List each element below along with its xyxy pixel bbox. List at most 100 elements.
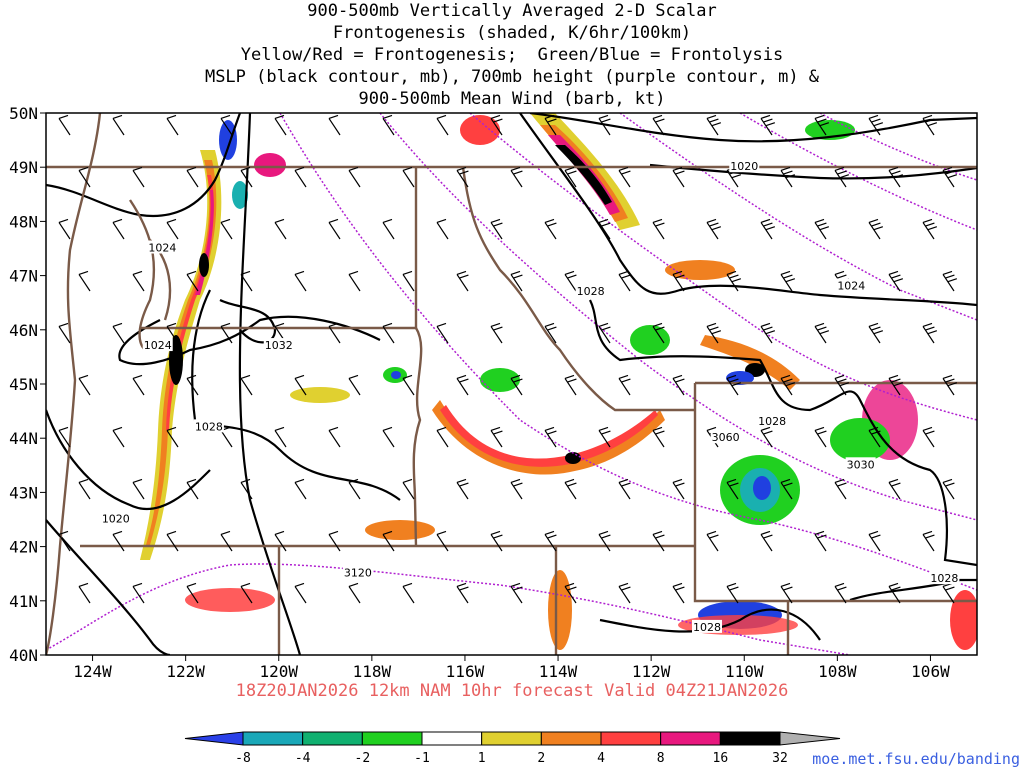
contour-label: 1028 xyxy=(930,572,958,585)
wind-barb xyxy=(726,482,739,500)
wind-barb xyxy=(814,534,827,552)
lon-label: 108W xyxy=(818,662,857,681)
wind-barb xyxy=(166,534,179,552)
title-line-1: 900-500mb Vertically Averaged 2-D Scalar xyxy=(307,1,717,21)
lon-label: 118W xyxy=(353,662,392,681)
wind-barb xyxy=(294,482,307,500)
wind-barb xyxy=(598,430,611,448)
wind-barb xyxy=(922,222,935,240)
lon-label: 124W xyxy=(73,662,112,681)
colorbar-tick: -4 xyxy=(295,751,311,766)
wind-barb xyxy=(598,326,611,344)
lat-label: 46N xyxy=(9,321,38,340)
wind-barb xyxy=(112,534,125,552)
wind-barb xyxy=(942,586,955,604)
wind-barb xyxy=(112,222,125,240)
wind-barb xyxy=(490,534,503,552)
wind-barb xyxy=(240,482,253,500)
lon-label: 110W xyxy=(725,662,764,681)
lat-label: 47N xyxy=(9,267,38,286)
wind-barb xyxy=(240,586,253,604)
wind-barb xyxy=(564,378,577,396)
wind-barb xyxy=(726,170,739,188)
wind-barb xyxy=(544,118,557,136)
wind-barb xyxy=(58,534,71,552)
wind-barb xyxy=(58,222,71,240)
contour-label: 1020 xyxy=(730,160,758,173)
wind-barb xyxy=(456,482,469,500)
wind-barb xyxy=(888,170,901,188)
wind-barb xyxy=(868,222,881,240)
wind-barb xyxy=(726,378,739,396)
wind-barb xyxy=(834,586,847,604)
wind-barb xyxy=(922,118,935,136)
wind-barb xyxy=(382,326,395,344)
lat-label: 48N xyxy=(9,212,38,231)
lon-label: 120W xyxy=(259,662,298,681)
frontogenesis-shading xyxy=(140,113,977,650)
wind-barb xyxy=(510,170,523,188)
wind-barb xyxy=(726,586,739,604)
wind-barb xyxy=(942,170,955,188)
wind-barb xyxy=(814,326,827,344)
wind-barb xyxy=(672,274,685,292)
wind-barb xyxy=(652,222,665,240)
mslp-contours xyxy=(46,113,977,655)
wind-barb xyxy=(672,586,685,604)
wind-barb xyxy=(834,482,847,500)
wind-barb xyxy=(618,378,631,396)
wind-barb xyxy=(186,482,199,500)
wind-barb xyxy=(888,274,901,292)
wind-barb xyxy=(760,534,773,552)
longitude-labels: 124W 122W 120W 118W 116W 114W 112W 110W 108W 106W xyxy=(73,655,950,681)
wind-barb xyxy=(328,430,341,448)
wind-barb xyxy=(652,430,665,448)
lat-label: 41N xyxy=(9,592,38,611)
wind-barb xyxy=(58,326,71,344)
wind-barb xyxy=(436,430,449,448)
wind-barb xyxy=(780,378,793,396)
wind-barb xyxy=(328,534,341,552)
wind-barb xyxy=(78,586,91,604)
wind-barb xyxy=(618,586,631,604)
wind-barb xyxy=(274,118,287,136)
wind-barb xyxy=(564,586,577,604)
wind-barb xyxy=(706,118,719,136)
colorbar-tick: -2 xyxy=(355,751,371,766)
wind-barb xyxy=(868,534,881,552)
lat-label: 43N xyxy=(9,483,38,502)
wind-barb xyxy=(382,430,395,448)
wind-barb xyxy=(868,430,881,448)
wind-barb xyxy=(652,534,665,552)
wind-barb xyxy=(814,118,827,136)
wind-barb xyxy=(510,482,523,500)
contour-label: 1028 xyxy=(195,420,223,433)
wind-barb xyxy=(348,274,361,292)
wind-barb xyxy=(328,222,341,240)
wind-barb xyxy=(166,430,179,448)
wind-barb xyxy=(922,534,935,552)
wind-barb xyxy=(78,482,91,500)
wind-barb xyxy=(348,586,361,604)
wind-barb xyxy=(868,326,881,344)
wind-barb xyxy=(888,482,901,500)
lat-label: 40N xyxy=(9,646,38,665)
lat-label: 45N xyxy=(9,375,38,394)
wind-barb xyxy=(814,430,827,448)
latitude-labels: 50N 49N 48N 47N 46N 45N 44N 43N 42N 41N 40N xyxy=(9,104,46,665)
colorbar-tick: 8 xyxy=(657,751,665,766)
wind-barb xyxy=(402,482,415,500)
wind-barb xyxy=(294,170,307,188)
contour-label: 1024 xyxy=(144,339,172,352)
contour-label: 3120 xyxy=(344,567,372,580)
wind-barb xyxy=(490,326,503,344)
wind-barb xyxy=(436,118,449,136)
wind-barb xyxy=(780,586,793,604)
wind-barb xyxy=(382,118,395,136)
wind-barb xyxy=(706,222,719,240)
wind-barb xyxy=(780,170,793,188)
credit-link[interactable]: moe.met.fsu.edu/banding xyxy=(812,750,1020,768)
contour-label: 1032 xyxy=(265,339,293,352)
title-line-4: MSLP (black contour, mb), 700mb height (… xyxy=(204,67,820,87)
